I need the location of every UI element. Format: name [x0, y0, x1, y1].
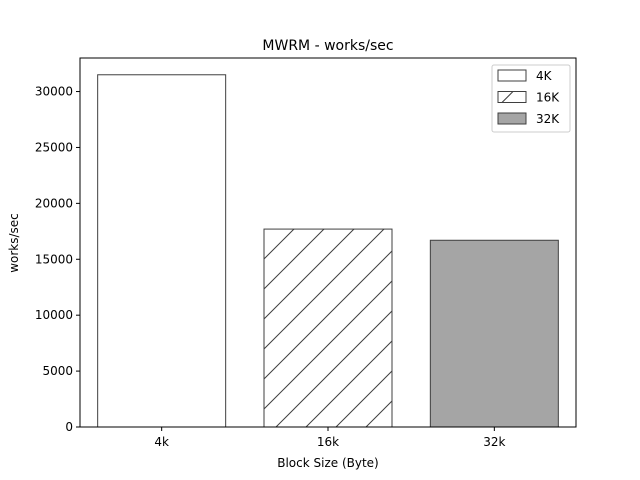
y-axis: 0 5000 10000 15000 20000 25000 30000: [35, 85, 80, 434]
y-tick-label: 25000: [35, 140, 73, 154]
bar-16k: [263, 228, 393, 428]
y-axis-label: works/sec: [7, 213, 21, 273]
legend-swatch-32K: [497, 112, 527, 125]
legend: 4K 16K 32K: [491, 64, 571, 133]
legend-label-4K: 4K: [536, 69, 553, 83]
y-tick-label: 10000: [35, 308, 73, 322]
bars-layer: [97, 74, 559, 428]
legend-swatch-4K: [497, 69, 527, 82]
x-axis: 4k 16k 32k: [154, 427, 505, 449]
x-tick-label: 16k: [317, 435, 339, 449]
y-tick-label: 15000: [35, 252, 73, 266]
x-axis-label: Block Size (Byte): [277, 456, 379, 470]
x-tick-label: 4k: [154, 435, 169, 449]
legend-swatch-16K: [497, 91, 527, 103]
y-tick-label: 5000: [42, 364, 73, 378]
legend-label-32K: 32K: [536, 112, 560, 126]
bar-4k: [97, 74, 227, 428]
y-tick-label: 0: [65, 420, 73, 434]
y-tick-label: 30000: [35, 85, 73, 99]
legend-hatch-line: [501, 91, 514, 103]
x-tick-label: 32k: [483, 435, 505, 449]
legend-label-16K: 16K: [536, 91, 560, 105]
y-tick-label: 20000: [35, 196, 73, 210]
chart-title: MWRM - works/sec: [262, 38, 393, 54]
bar-32k: [429, 239, 559, 428]
